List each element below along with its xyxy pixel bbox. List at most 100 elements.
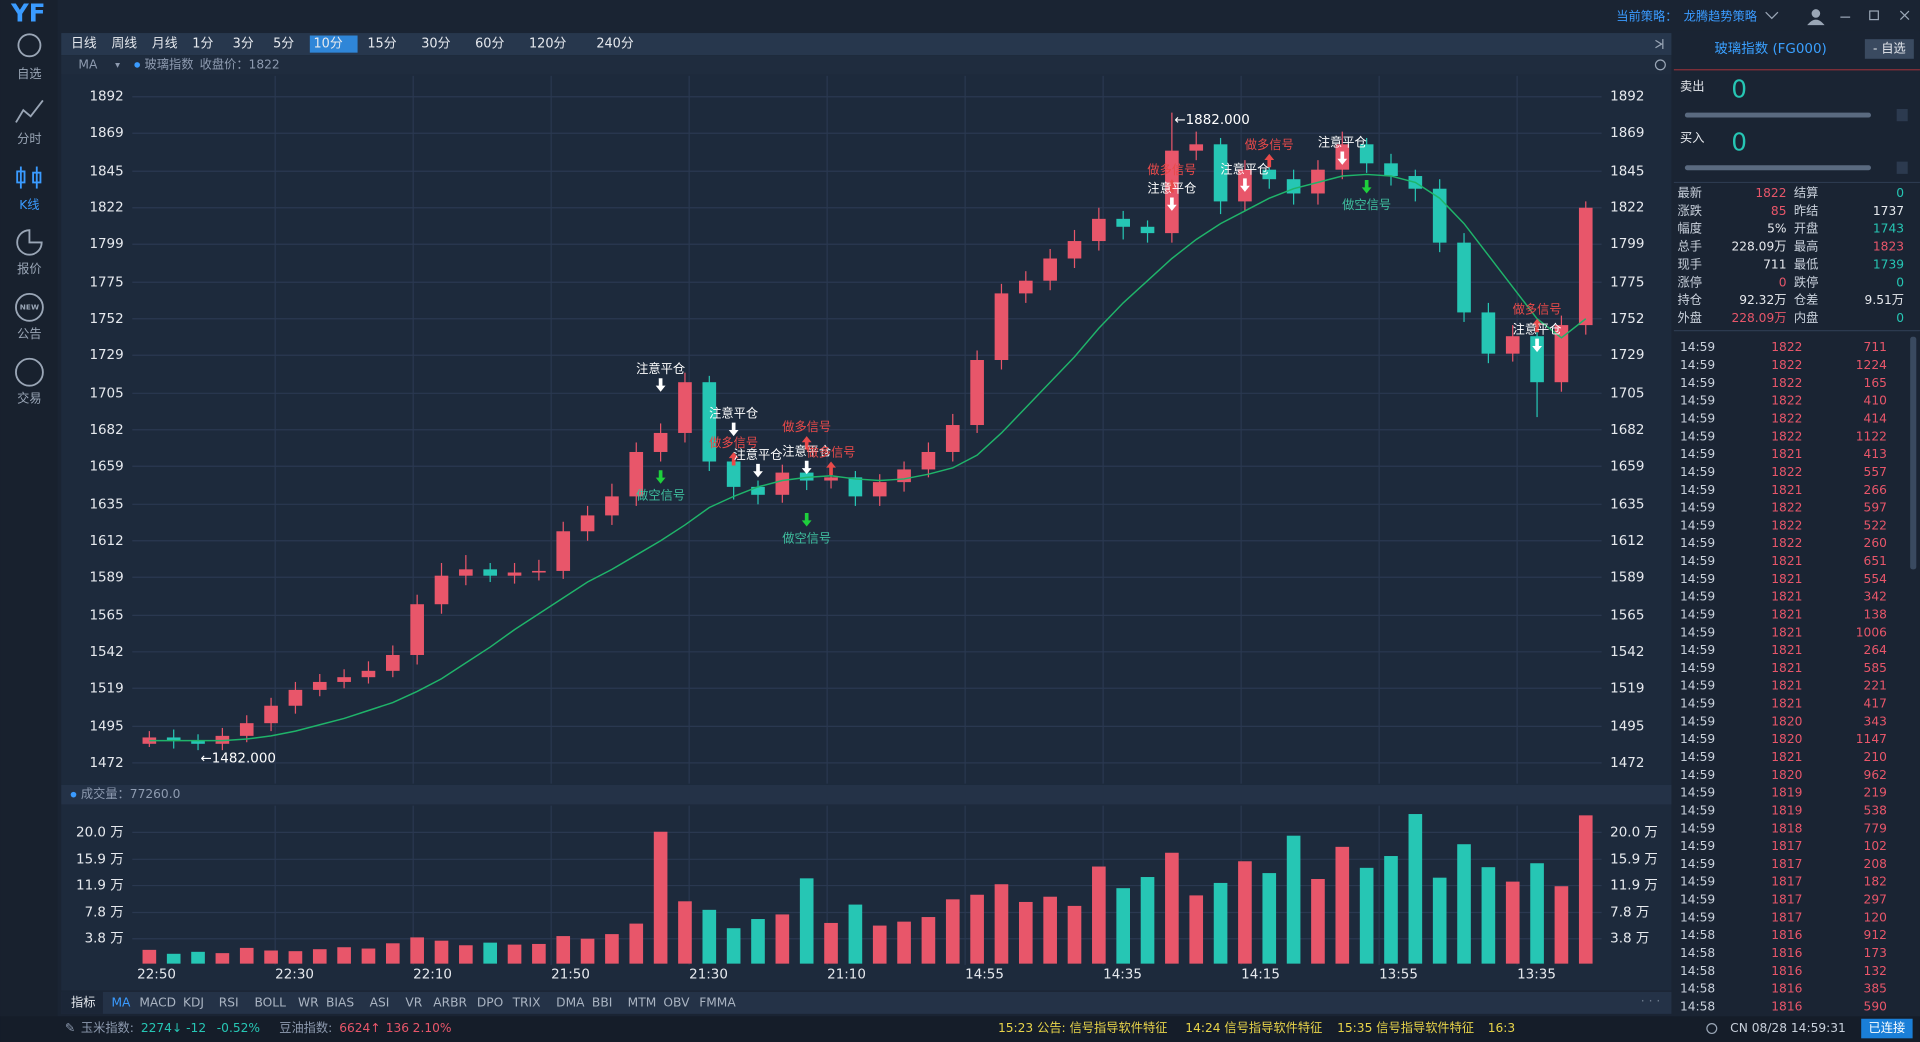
restore-button[interactable] [1869,10,1879,21]
nav-icon[interactable] [15,99,44,123]
signal-arrow [753,463,763,478]
nav-label[interactable]: 交易 [17,391,41,406]
x-tick-label: 21:30 [689,968,728,983]
indicator-tab[interactable]: WR [298,995,319,1009]
period-tab[interactable]: 60分 [475,37,504,52]
nav-icon[interactable] [16,166,42,189]
strategy-name[interactable]: 龙腾趋势策略 [1684,9,1758,24]
news-ticker[interactable]: 16:3 [1488,1021,1515,1035]
candle-body [653,432,668,452]
signal-label: 做多信号 [709,435,758,450]
stat-label: 最新 [1678,185,1702,200]
signal-arrow [801,460,812,475]
indicator-tab[interactable]: TRIX [512,995,541,1009]
volume-bar [483,942,498,964]
news-ticker[interactable]: 15:23 公告: 信号指导软件特征 [998,1020,1168,1035]
y-tick-label: 1565 [89,608,123,623]
indicator-tab[interactable]: FMMA [699,995,736,1009]
indicator-tab[interactable]: DMA [556,995,585,1009]
indicator-tab[interactable]: BIAS [326,995,354,1009]
period-tab[interactable]: 240分 [596,37,634,52]
nav-label[interactable]: K线 [19,198,39,212]
period-tab[interactable]: 30分 [421,37,450,52]
signal-label: 做多信号 [807,444,856,459]
collapse-button[interactable] [1655,39,1664,49]
tick-price: 1821 [1771,554,1802,568]
more-dots[interactable]: · · · [1641,994,1660,1008]
settings-button[interactable] [1654,59,1666,71]
close-button[interactable] [1899,10,1910,21]
stat-value: 0 [1896,186,1904,200]
period-tab[interactable]: 月线 [152,37,178,52]
volume-bar [799,878,814,964]
period-tab[interactable]: 3分 [233,37,254,52]
nav-icon[interactable] [15,357,44,387]
period-tab[interactable]: 1分 [192,37,213,52]
period-tab[interactable]: 120分 [529,37,567,52]
nav-label[interactable]: 分时 [17,132,41,146]
volume-bar [556,936,571,964]
user-icon[interactable] [1811,9,1821,18]
ma-selector[interactable]: MA [78,57,98,71]
strategy-dropdown[interactable] [1765,11,1779,20]
candle-body [824,477,838,481]
indicator-tab[interactable]: DPO [477,995,503,1009]
candle-body [1481,312,1496,354]
nav-label[interactable]: 报价 [17,261,41,276]
scrollbar[interactable] [1910,336,1917,570]
watch-button-bg[interactable] [1864,39,1914,59]
indicator-tab[interactable]: BOLL [254,995,286,1009]
sell-value: 0 [1731,75,1747,104]
volume-bar [605,934,619,964]
indicator-tab[interactable]: OBV [663,995,690,1009]
nav-icon[interactable] [17,33,42,58]
sidebar [0,0,58,1042]
indicator-tab[interactable]: ASI [370,995,390,1009]
volume-bar [1018,901,1033,964]
tick-volume: 912 [1864,928,1887,942]
ma-dropdown[interactable]: ▾ [115,60,120,71]
panel-title: 玻璃指数 (FG000) [1714,40,1826,57]
y-tick-label: 7.8 万 [85,905,124,920]
period-tab[interactable]: 周线 [111,37,137,52]
candle-body [264,705,278,724]
y-tick-label: 1845 [89,164,123,179]
period-tab[interactable]: 日线 [71,37,97,52]
news-ticker[interactable]: 14:24 信号指导软件特征 [1185,1020,1322,1035]
nav-label[interactable]: 公告 [17,327,41,341]
period-tab[interactable]: 10分 [313,37,342,52]
period-tab[interactable]: 5分 [273,37,294,52]
y-tick-label: 20.0 万 [76,825,124,840]
tick-price: 1821 [1771,572,1802,586]
tick-volume: 297 [1864,893,1887,907]
indicator-tab[interactable]: ARBR [433,995,467,1009]
indicator-tab[interactable]: RSI [219,995,239,1009]
news-ticker[interactable]: 15:35 信号指导软件特征 [1337,1020,1474,1035]
indicator-tab[interactable]: MA [111,995,131,1009]
tick-volume: 120 [1864,910,1887,924]
tick-price: 1817 [1771,839,1802,853]
volume-bar [434,940,449,964]
user-icon[interactable] [1807,19,1825,26]
connection-status: 已连接 [1869,1020,1906,1035]
volume-bar [532,943,546,964]
indicator-tab[interactable]: BBI [592,995,612,1009]
period-tab[interactable]: 15分 [367,37,396,52]
tick-time: 14:59 [1680,590,1715,604]
nav-icon[interactable] [15,292,44,322]
tick-volume: 962 [1864,768,1887,782]
tick-volume: 413 [1864,447,1887,461]
tick-volume: 554 [1864,572,1888,586]
nav-icon[interactable] [16,229,43,256]
nav-label[interactable]: 自选 [17,67,41,81]
indicator-tab[interactable]: MACD [139,995,176,1009]
indicator-tab[interactable]: MTM [628,995,657,1009]
y-tick-label: 1705 [1610,386,1644,401]
x-tick-label: 21:10 [827,968,866,983]
stat-label: 幅度 [1678,221,1702,236]
volume-bar [653,831,668,964]
indicator-tab[interactable]: VR [405,995,422,1009]
watch-button[interactable]: - 自选 [1873,41,1906,55]
indicator-tab[interactable]: KDJ [183,995,204,1009]
tick-price: 1821 [1771,697,1802,711]
